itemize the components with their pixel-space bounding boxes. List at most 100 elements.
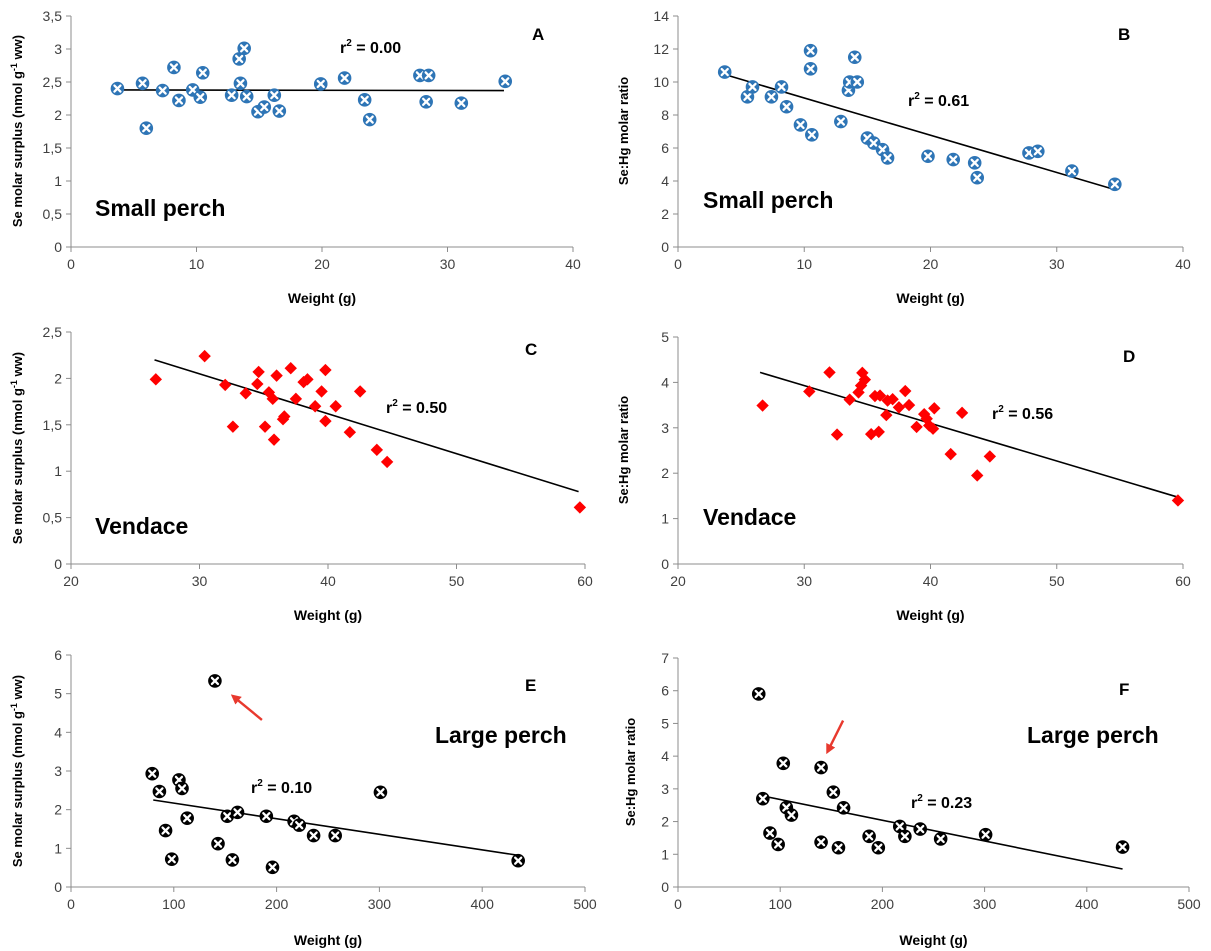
- y-tick-label: 5: [661, 329, 669, 345]
- panel-letter: C: [525, 340, 537, 359]
- data-point: [284, 361, 297, 375]
- marker-cross: [816, 838, 826, 847]
- y-tick-label: 1,5: [43, 417, 63, 433]
- data-point: [871, 840, 886, 855]
- data-point: [289, 392, 303, 406]
- data-point: [239, 387, 252, 400]
- marker-cross: [169, 63, 179, 72]
- marker-cross: [376, 788, 385, 797]
- panel-a: 0 10 20 30 40 0 0,5 1 1,5 2 2,5 3 3,5 Weight (g) Se mo…: [9, 8, 581, 306]
- marker-cross: [138, 79, 147, 88]
- marker-cross: [829, 787, 838, 797]
- marker-cross: [796, 120, 805, 130]
- marker-cross: [836, 117, 846, 126]
- marker-cross: [774, 840, 783, 849]
- data-point: [219, 378, 232, 392]
- marker-cross: [235, 54, 244, 64]
- data-point: [823, 366, 836, 379]
- y-tick-label: 6: [661, 683, 669, 699]
- data-point: [152, 784, 167, 799]
- y-tick-label: 3: [661, 781, 669, 797]
- data-point: [267, 88, 282, 102]
- y-axis-label: Se molar surplus (nmol g-1 ww): [9, 352, 25, 544]
- data-point: [419, 95, 433, 109]
- y-axis-label: Se:Hg molar ratio: [616, 396, 631, 504]
- data-point: [751, 687, 766, 701]
- x-tick-label: 40: [565, 256, 581, 272]
- marker-cross: [457, 98, 466, 108]
- data-point: [852, 386, 865, 399]
- data-point: [573, 501, 587, 514]
- marker-cross: [196, 93, 205, 102]
- marker-cross: [167, 855, 176, 864]
- data-point: [1115, 840, 1130, 854]
- marker-cross: [514, 856, 523, 865]
- data-point: [158, 823, 173, 838]
- data-point: [763, 826, 777, 840]
- marker-cross: [758, 794, 767, 803]
- data-point: [923, 419, 936, 432]
- data-point: [225, 853, 240, 867]
- data-point: [872, 425, 885, 439]
- data-point: [343, 426, 357, 439]
- data-point: [862, 829, 876, 844]
- x-tick-label: 200: [871, 896, 895, 912]
- marker-cross: [240, 44, 249, 53]
- data-point: [193, 90, 208, 104]
- marker-cross: [765, 828, 775, 838]
- data-point: [230, 805, 245, 820]
- data-point: [774, 80, 789, 94]
- data-point: [814, 835, 828, 849]
- data-point: [454, 96, 469, 110]
- y-tick-label: 2: [54, 802, 62, 818]
- data-point: [251, 377, 264, 391]
- panel-b: 0 10 20 30 40 0 2 4 6 8 10 12 14 Weight (g) Se:Hg mola…: [616, 8, 1191, 306]
- x-axis-label: Weight (g): [294, 607, 362, 623]
- marker-cross: [895, 822, 904, 831]
- marker-cross: [340, 73, 349, 83]
- data-point: [898, 829, 912, 844]
- y-tick-label: 12: [653, 41, 669, 57]
- data-point: [265, 860, 280, 875]
- data-point: [498, 74, 513, 89]
- x-tick-label: 100: [162, 896, 186, 912]
- x-tick-label: 0: [67, 256, 75, 272]
- data-point: [921, 149, 935, 164]
- data-point: [370, 443, 384, 457]
- data-points: [717, 43, 1122, 192]
- y-tick-label: 0,5: [43, 206, 63, 222]
- marker-cross: [331, 831, 340, 840]
- marker-cross: [767, 92, 776, 101]
- marker-cross: [161, 826, 170, 835]
- marker-cross: [262, 812, 271, 821]
- panel-letter: B: [1118, 25, 1130, 44]
- trendline: [153, 799, 519, 857]
- data-point: [233, 76, 248, 91]
- outlier-arrow: [230, 694, 263, 721]
- data-point: [110, 81, 125, 96]
- y-tick-label: 1: [54, 463, 62, 479]
- data-point: [745, 80, 760, 94]
- x-tick-label: 100: [769, 896, 793, 912]
- marker-cross: [949, 155, 958, 164]
- y-tick-label: 3,5: [43, 8, 63, 24]
- data-point: [239, 89, 254, 104]
- data-point: [167, 60, 181, 75]
- group-label: Vendace: [95, 513, 188, 539]
- data-point: [164, 852, 179, 866]
- y-tick-label: 1,5: [43, 140, 63, 156]
- marker-cross: [900, 832, 910, 841]
- x-tick-label: 20: [923, 256, 939, 272]
- x-tick-label: 300: [973, 896, 997, 912]
- data-point: [803, 62, 818, 76]
- marker-cross: [853, 77, 862, 87]
- y-tick-label: 2,5: [43, 324, 63, 340]
- data-point: [292, 818, 307, 832]
- x-tick-label: 0: [67, 896, 75, 912]
- marker-cross: [1067, 166, 1077, 176]
- trendline: [114, 89, 504, 92]
- data-point: [258, 420, 272, 433]
- marker-cross: [883, 153, 892, 163]
- data-point: [978, 827, 993, 842]
